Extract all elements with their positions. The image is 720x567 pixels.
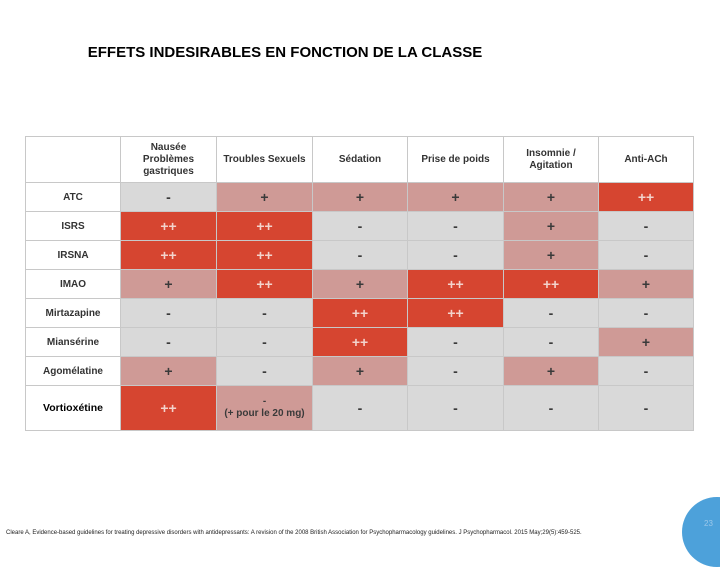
row-header: IMAO (25, 269, 121, 299)
effect-cell: + (503, 356, 599, 386)
column-header-troubles-sexuels: Troubles Sexuels (216, 136, 313, 183)
effect-cell: - (598, 356, 694, 386)
column-header-nausee: Nausée Problèmes gastriques (120, 136, 217, 183)
effect-cell: - (+ pour le 20 mg) (216, 385, 313, 431)
effect-cell: ++ (216, 211, 313, 241)
effect-cell: - (407, 356, 504, 386)
effect-cell: - (407, 240, 504, 270)
effect-cell: - (407, 385, 504, 431)
effect-cell: - (503, 327, 599, 357)
effect-cell: ++ (598, 182, 694, 212)
effect-cell: - (120, 182, 217, 212)
effect-cell: - (312, 211, 408, 241)
effect-cell: ++ (216, 269, 313, 299)
table-row: Agomélatine + - + - + - (25, 356, 694, 386)
effect-cell: + (312, 356, 408, 386)
effect-cell: - (216, 298, 313, 328)
effect-cell: + (503, 182, 599, 212)
effect-cell: ++ (120, 240, 217, 270)
table-row: IMAO + ++ + ++ ++ + (25, 269, 694, 299)
effect-cell: + (598, 327, 694, 357)
column-header-prise-de-poids: Prise de poids (407, 136, 504, 183)
effect-cell: - (598, 240, 694, 270)
effect-cell: + (503, 240, 599, 270)
side-effects-table: Nausée Problèmes gastriques Troubles Sex… (25, 136, 694, 431)
effect-cell: ++ (407, 298, 504, 328)
effect-cell: ++ (216, 240, 313, 270)
row-header: ATC (25, 182, 121, 212)
row-header: Agomélatine (25, 356, 121, 386)
row-header: ISRS (25, 211, 121, 241)
effect-cell: + (120, 269, 217, 299)
row-header: Vortioxétine (25, 385, 121, 431)
effect-cell: - (120, 298, 217, 328)
effect-cell: - (407, 211, 504, 241)
effect-cell: ++ (312, 327, 408, 357)
table-row: IRSNA ++ ++ - - + - (25, 240, 694, 270)
effect-cell: ++ (503, 269, 599, 299)
effect-cell: + (216, 182, 313, 212)
row-header: Mirtazapine (25, 298, 121, 328)
table-row: ISRS ++ ++ - - + - (25, 211, 694, 241)
effect-cell: ++ (312, 298, 408, 328)
effect-cell: - (598, 298, 694, 328)
column-header-insomnie: Insomnie / Agitation (503, 136, 599, 183)
effect-cell: + (598, 269, 694, 299)
table-row: Mirtazapine - - ++ ++ - - (25, 298, 694, 328)
header-row: Nausée Problèmes gastriques Troubles Sex… (25, 136, 694, 183)
table-row: Miansérine - - ++ - - + (25, 327, 694, 357)
page-number: 23 (704, 519, 713, 528)
corner-cell (25, 136, 121, 183)
column-header-anti-ach: Anti-ACh (598, 136, 694, 183)
table-row: ATC - + + + + ++ (25, 182, 694, 212)
slide-title: EFFETS INDESIRABLES EN FONCTION DE LA CL… (87, 44, 483, 61)
effect-cell: ++ (120, 211, 217, 241)
corner-circle-decoration (682, 497, 720, 567)
effect-cell: - (120, 327, 217, 357)
effect-cell: + (503, 211, 599, 241)
effect-cell: - (598, 211, 694, 241)
effect-cell: - (312, 385, 408, 431)
effect-cell: + (312, 182, 408, 212)
effect-cell: + (120, 356, 217, 386)
effect-cell: ++ (407, 269, 504, 299)
table-row: Vortioxétine ++ - (+ pour le 20 mg) - - - - (25, 385, 694, 431)
effect-cell: - (216, 327, 313, 357)
row-header: IRSNA (25, 240, 121, 270)
effect-cell: - (598, 385, 694, 431)
effect-cell: - (503, 385, 599, 431)
column-header-sedation: Sédation (312, 136, 408, 183)
effect-cell: - (216, 356, 313, 386)
effect-cell: - (407, 327, 504, 357)
effect-cell: + (407, 182, 504, 212)
citation: Cleare A, Evidence-based guidelines for … (6, 530, 582, 536)
row-header: Miansérine (25, 327, 121, 357)
effect-cell: - (312, 240, 408, 270)
effect-cell: - (503, 298, 599, 328)
effect-cell: + (312, 269, 408, 299)
effect-cell: ++ (120, 385, 217, 431)
